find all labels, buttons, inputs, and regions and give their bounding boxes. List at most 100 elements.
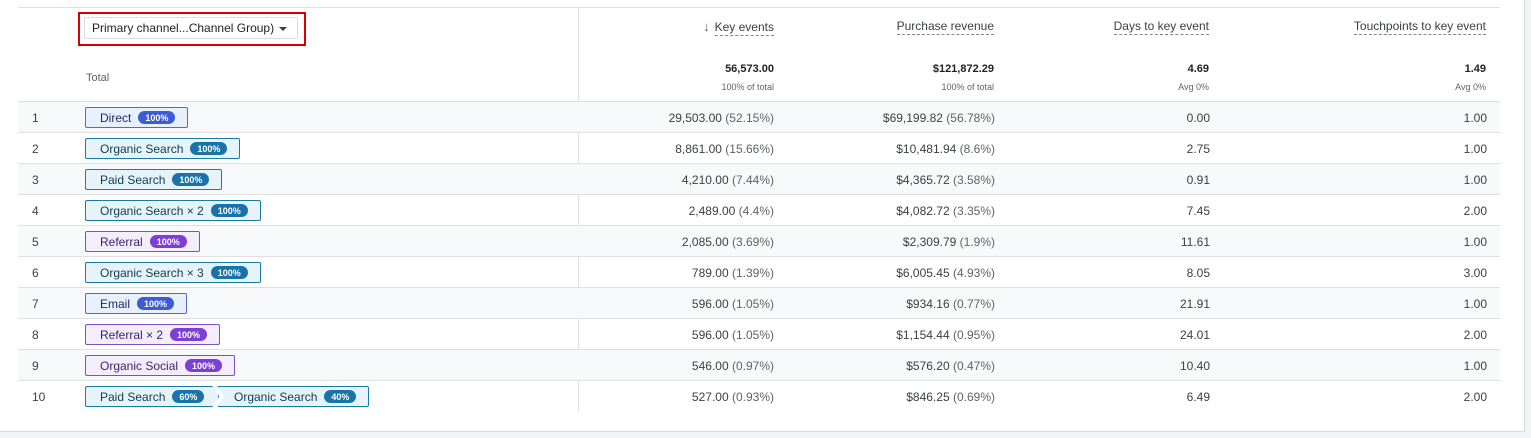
channel-chip-label: Organic Search: [100, 141, 184, 156]
cell-purchase-revenue-value: $6,005.45: [896, 266, 950, 280]
row-index: 7: [32, 297, 39, 311]
channel-chip[interactable]: Paid Search 100%: [85, 169, 223, 190]
cell-key-events-percent: (0.97%): [731, 359, 774, 373]
channel-chip-label: Direct: [100, 110, 132, 125]
cell-touchpoints: 1.00: [1464, 111, 1487, 125]
cell-days-value: 8.05: [1186, 266, 1210, 280]
total-days-value: 4.69: [1187, 63, 1209, 75]
cell-touchpoints: 1.00: [1464, 297, 1487, 311]
row-index: 6: [32, 266, 39, 280]
cell-touchpoints: 1.00: [1464, 235, 1487, 249]
cell-days: 6.49: [1187, 390, 1210, 404]
channel-chip-label: Paid Search: [100, 172, 166, 187]
channel-chip-label: Referral: [100, 234, 143, 249]
channel-chip[interactable]: Paid Search 60%: [85, 386, 219, 407]
total-touchpoints-value: 1.49: [1464, 63, 1486, 75]
dimension-selector-highlight: [78, 12, 306, 46]
cell-purchase-revenue-percent: (3.58%): [952, 173, 995, 187]
cell-purchase-revenue-percent: (8.6%): [959, 142, 995, 156]
table-row[interactable]: 3 Paid Search 100% 4,210.00 (7.44%) $4,365.7…: [18, 163, 1500, 194]
table-row[interactable]: 8 Referral × 2 100% 596.00 (1.05%) $1,154.44…: [18, 318, 1500, 349]
cell-touchpoints: 2.00: [1464, 328, 1487, 342]
channel-chip[interactable]: Email 100%: [85, 293, 188, 314]
table-row[interactable]: 2 Organic Search 100% 8,861.00 (15.66%) $10,…: [18, 132, 1500, 163]
cell-purchase-revenue: $576.20 (0.47%): [906, 359, 995, 373]
cell-touchpoints: 1.00: [1464, 359, 1487, 373]
total-revenue-sub: 100% of total: [941, 82, 994, 92]
channel-chip[interactable]: Referral × 2 100%: [85, 324, 221, 345]
total-key-events-value: 56,573.00: [725, 63, 774, 75]
cell-touchpoints-value: 3.00: [1463, 266, 1487, 280]
cell-key-events: 527.00 (0.93%): [692, 390, 774, 404]
table-row[interactable]: 5 Referral 100% 2,085.00 (3.69%) $2,309.79 (…: [18, 225, 1500, 256]
total-days-sub: Avg 0%: [1178, 82, 1209, 92]
cell-touchpoints-value: 1.00: [1463, 297, 1487, 311]
cell-key-events-value: 4,210.00: [681, 173, 729, 187]
cell-days: 10.40: [1180, 359, 1210, 373]
cell-key-events-percent: (4.4%): [738, 204, 774, 218]
channel-chip-badge: 100%: [138, 111, 176, 124]
channel-chip-badge: 40%: [324, 390, 357, 403]
table-top-border: [18, 7, 1500, 8]
cell-days-value: 0.91: [1186, 173, 1210, 187]
table-row[interactable]: 10 Paid Search 60% Organic Search 40% 527.00 …: [18, 380, 1500, 411]
table-row[interactable]: 6 Organic Search × 3 100% 789.00 (1.39%) $6,…: [18, 256, 1500, 287]
channel-chip[interactable]: Organic Search × 2 100%: [85, 200, 261, 221]
cell-purchase-revenue-value: $576.20: [906, 359, 950, 373]
cell-days: 24.01: [1180, 328, 1210, 342]
total-touchpoints: 1.49 Avg 0%: [1455, 63, 1486, 92]
total-row-label: Total: [86, 72, 110, 84]
cell-key-events-value: 527.00: [691, 390, 729, 404]
channel-chip[interactable]: Organic Search 40%: [217, 386, 370, 407]
table-row[interactable]: 1 Direct 100% 29,503.00 (52.15%) $69,199.82 …: [18, 101, 1500, 132]
cell-key-events-percent: (1.39%): [731, 266, 774, 280]
channel-chip-label: Email: [100, 296, 131, 311]
cell-purchase-revenue: $6,005.45 (4.93%): [896, 266, 995, 280]
header-key-events[interactable]: ↓ Key events: [703, 19, 774, 36]
cell-purchase-revenue-value: $2,309.79: [902, 235, 957, 249]
channel-chip-badge: 100%: [185, 359, 223, 372]
cell-purchase-revenue-value: $934.16: [906, 297, 950, 311]
channel-chip-label: Organic Search × 3: [100, 265, 204, 280]
channel-chip-label: Organic Social: [100, 358, 179, 373]
channel-chip[interactable]: Referral 100%: [85, 231, 200, 252]
header-touchpoints[interactable]: Touchpoints to key event: [1353, 19, 1486, 35]
cell-purchase-revenue-percent: (56.78%): [946, 111, 995, 125]
cell-purchase-revenue-value: $4,365.72: [896, 173, 950, 187]
cell-days-value: 10.40: [1179, 359, 1210, 373]
cell-touchpoints: 2.00: [1464, 204, 1487, 218]
row-index: 5: [32, 235, 39, 249]
cell-touchpoints-value: 1.00: [1463, 359, 1487, 373]
channel-chip[interactable]: Organic Search 100%: [85, 138, 241, 159]
row-index: 10: [32, 390, 46, 404]
channel-chip[interactable]: Organic Social 100%: [85, 355, 236, 376]
table-row[interactable]: 4 Organic Search × 2 100% 2,489.00 (4.4%) $4…: [18, 194, 1500, 225]
cell-purchase-revenue: $4,082.72 (3.35%): [896, 204, 995, 218]
cell-key-events: 596.00 (1.05%): [692, 297, 774, 311]
cell-key-events: 2,489.00 (4.4%): [689, 204, 774, 218]
cell-touchpoints: 2.00: [1464, 390, 1487, 404]
cell-purchase-revenue: $846.25 (0.69%): [906, 390, 995, 404]
table-row[interactable]: 7 Email 100% 596.00 (1.05%) $934.16 (0.77%) 2…: [18, 287, 1500, 318]
channel-chip-badge: 100%: [210, 204, 248, 217]
cell-days-value: 2.75: [1186, 142, 1210, 156]
header-days-label: Days to key event: [1113, 19, 1209, 35]
row-index: 4: [32, 204, 39, 218]
cell-purchase-revenue: $10,481.94 (8.6%): [896, 142, 995, 156]
cell-purchase-revenue-percent: (1.9%): [959, 235, 995, 249]
table-row[interactable]: 9 Organic Social 100% 546.00 (0.97%) $576.20…: [18, 349, 1500, 380]
dimension-selector-dropdown[interactable]: Primary channel...Channel Group): [84, 17, 298, 39]
cell-key-events-percent: (1.05%): [731, 297, 774, 311]
row-index: 2: [32, 142, 39, 156]
total-revenue-value: $121,872.29: [932, 63, 994, 75]
channel-chip[interactable]: Direct 100%: [85, 107, 189, 128]
header-purchase-revenue[interactable]: Purchase revenue: [896, 19, 994, 35]
cell-days: 8.05: [1187, 266, 1210, 280]
cell-days: 21.91: [1180, 297, 1210, 311]
cell-touchpoints: 3.00: [1464, 266, 1487, 280]
header-days-to-key-event[interactable]: Days to key event: [1113, 19, 1209, 35]
channel-chip[interactable]: Organic Search × 3 100%: [85, 262, 261, 283]
cell-purchase-revenue-value: $4,082.72: [896, 204, 950, 218]
channel-chip-label: Organic Search: [234, 389, 318, 404]
cell-days-value: 24.01: [1179, 328, 1210, 342]
